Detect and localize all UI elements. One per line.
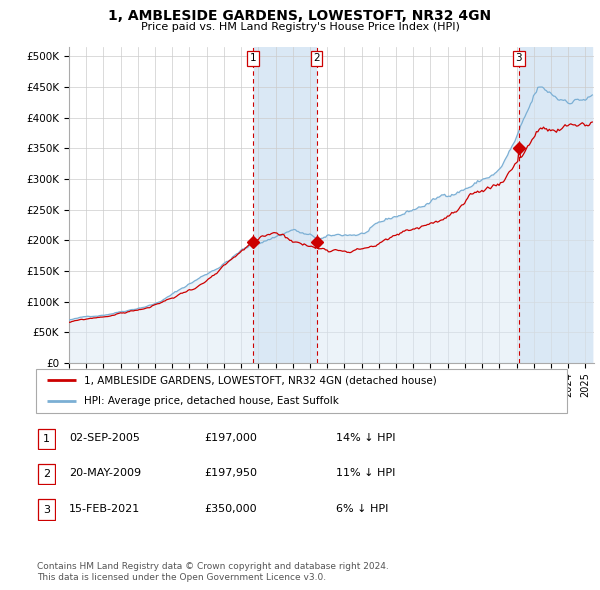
Text: 3: 3 [515,53,522,63]
Text: Price paid vs. HM Land Registry's House Price Index (HPI): Price paid vs. HM Land Registry's House … [140,22,460,32]
Text: 1, AMBLESIDE GARDENS, LOWESTOFT, NR32 4GN (detached house): 1, AMBLESIDE GARDENS, LOWESTOFT, NR32 4G… [84,375,437,385]
FancyBboxPatch shape [38,464,55,484]
Text: Contains HM Land Registry data © Crown copyright and database right 2024.: Contains HM Land Registry data © Crown c… [37,562,389,571]
Text: 20-MAY-2009: 20-MAY-2009 [69,468,141,478]
Text: 2: 2 [43,469,50,479]
Text: 15-FEB-2021: 15-FEB-2021 [69,504,140,514]
FancyBboxPatch shape [36,369,567,413]
Text: This data is licensed under the Open Government Licence v3.0.: This data is licensed under the Open Gov… [37,573,326,582]
Text: 02-SEP-2005: 02-SEP-2005 [69,433,140,443]
Text: HPI: Average price, detached house, East Suffolk: HPI: Average price, detached house, East… [84,396,338,407]
Text: £197,000: £197,000 [204,433,257,443]
Text: £197,950: £197,950 [204,468,257,478]
Text: 2: 2 [313,53,320,63]
Text: 1, AMBLESIDE GARDENS, LOWESTOFT, NR32 4GN: 1, AMBLESIDE GARDENS, LOWESTOFT, NR32 4G… [109,9,491,23]
Text: 1: 1 [43,434,50,444]
Text: 1: 1 [250,53,256,63]
Text: £350,000: £350,000 [204,504,257,514]
FancyBboxPatch shape [38,428,55,449]
Text: 3: 3 [43,504,50,514]
Text: 14% ↓ HPI: 14% ↓ HPI [336,433,395,443]
Text: 11% ↓ HPI: 11% ↓ HPI [336,468,395,478]
FancyBboxPatch shape [38,499,55,520]
Text: 6% ↓ HPI: 6% ↓ HPI [336,504,388,514]
